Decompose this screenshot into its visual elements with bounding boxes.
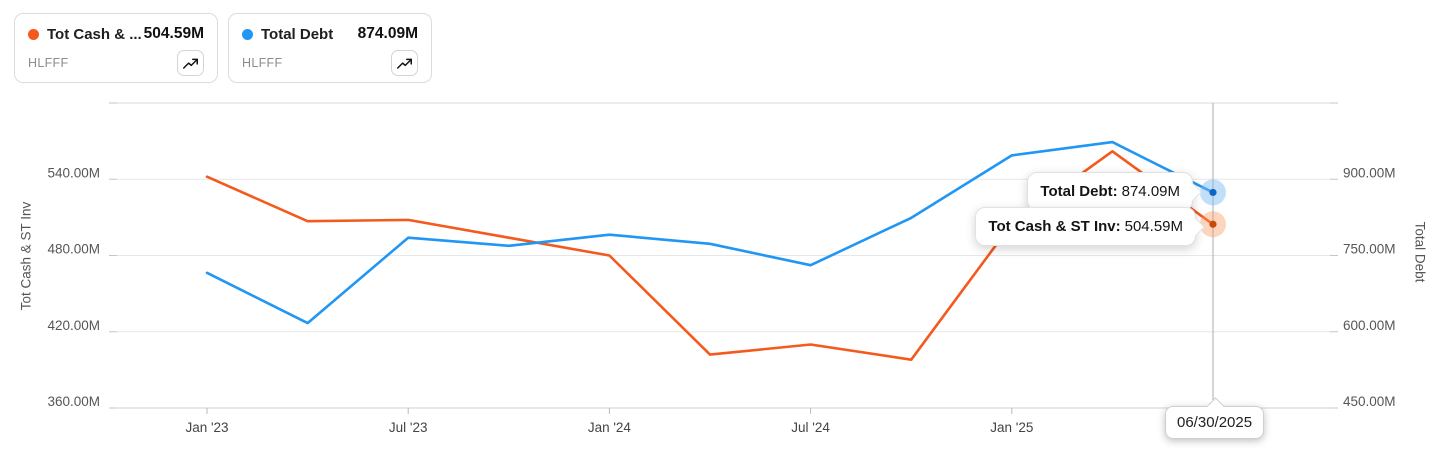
tooltip-label: Tot Cash & ST Inv: — [988, 218, 1121, 235]
right-axis-tick-label: 450.00M — [1343, 394, 1396, 409]
left-axis-tick-label: 420.00M — [47, 318, 100, 333]
tooltip-value: 504.59M — [1124, 218, 1183, 235]
tooltip-label: Total Debt: — [1040, 183, 1118, 200]
legend-series-name: Tot Cash & ... — [47, 25, 142, 43]
open-chart-button[interactable] — [177, 50, 204, 76]
right-axis-tick-label: 750.00M — [1343, 242, 1396, 257]
cash-series-color-dot — [28, 28, 39, 40]
legend-series-value: 874.09M — [357, 25, 418, 42]
legend-card-cash-row: Tot Cash & ... 504.59M — [28, 25, 204, 43]
ticker-label: HLFFF — [28, 56, 69, 70]
legend-card-debt[interactable]: Total Debt 874.09M HLFFF — [228, 13, 432, 83]
tooltip-tot-cash: Tot Cash & ST Inv: 504.59M — [975, 207, 1205, 246]
debt-active-point — [1209, 188, 1217, 197]
open-chart-button[interactable] — [391, 50, 418, 76]
x-axis-tick-label: Jan '24 — [588, 420, 632, 435]
debt-series-color-dot — [242, 28, 253, 40]
tooltip-value: 874.09M — [1121, 183, 1180, 200]
legend-card-debt-subrow: HLFFF — [242, 50, 418, 76]
cash-active-point — [1209, 220, 1217, 228]
right-axis-title: Total Debt — [1412, 221, 1428, 283]
legend-card-debt-row: Total Debt 874.09M — [242, 25, 418, 43]
left-axis-tick-label: 540.00M — [47, 165, 100, 180]
right-axis-tick-label: 900.00M — [1343, 165, 1396, 180]
left-axis-tick-label: 480.00M — [47, 242, 100, 257]
left-axis-title: Tot Cash & ST Inv — [18, 201, 34, 311]
x-axis-tick-label: Jan '23 — [185, 420, 228, 435]
tooltip-date: 06/30/2025 — [1165, 397, 1265, 439]
tooltip-date-value: 06/30/2025 — [1177, 414, 1253, 431]
legend-card-cash-subrow: HLFFF — [28, 50, 204, 76]
right-axis-tick-label: 600.00M — [1343, 318, 1396, 333]
legend-series-name: Total Debt — [261, 25, 334, 43]
legend-card-cash[interactable]: Tot Cash & ... 504.59M HLFFF — [14, 13, 218, 83]
plot-area[interactable] — [117, 103, 1330, 408]
ticker-label: HLFFF — [242, 56, 283, 70]
legend: Tot Cash & ... 504.59M HLFFF Tota — [14, 13, 432, 83]
left-axis-tick-label: 360.00M — [47, 394, 100, 409]
x-axis-tick-label: Jan '25 — [990, 420, 1033, 435]
x-axis-tick-label: Jul '24 — [791, 420, 830, 435]
x-axis-tick-label: Jul '23 — [389, 420, 428, 435]
tooltip-total-debt: Total Debt: 874.09M — [1027, 172, 1202, 211]
trending-up-icon — [182, 56, 199, 71]
debt-series-line — [205, 140, 1215, 325]
legend-series-value: 504.59M — [143, 25, 204, 42]
trending-up-icon — [396, 56, 413, 71]
